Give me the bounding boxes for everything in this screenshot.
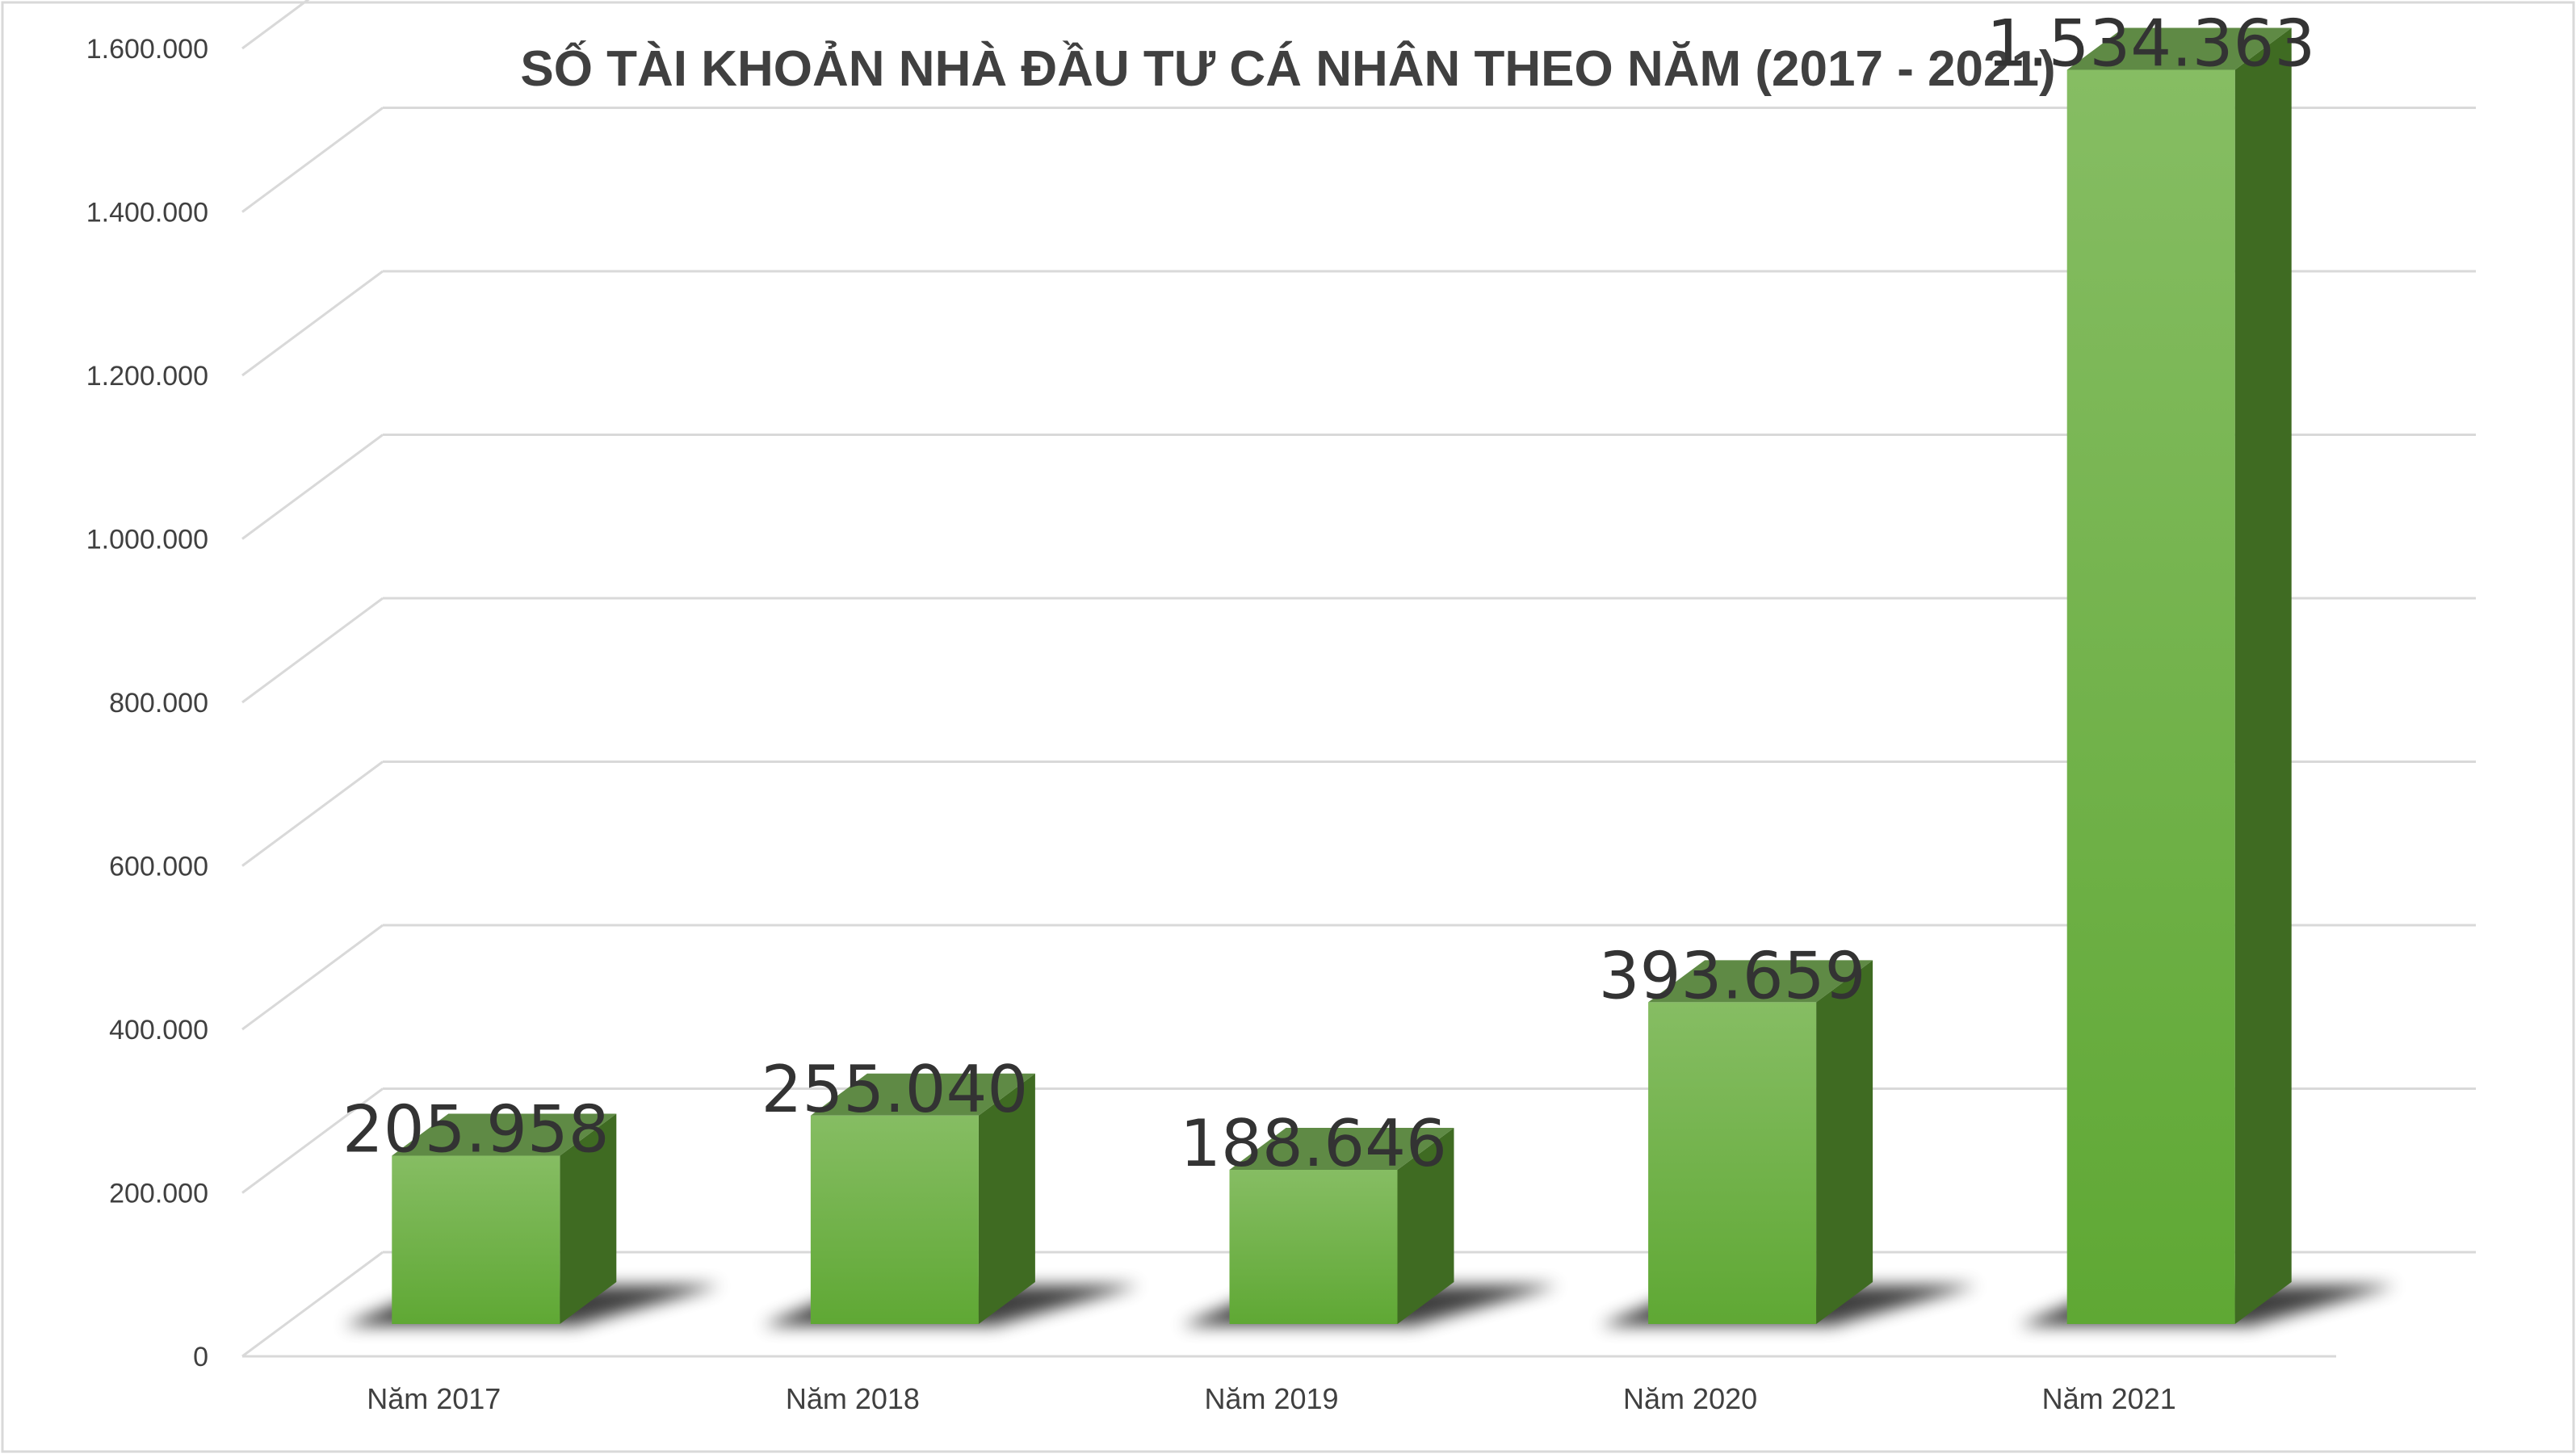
gridline-side-2: [241, 924, 384, 1031]
data-labels: 205.958 255.040 188.646 393.659 1.534.363: [342, 6, 2315, 1181]
bar-3: [1229, 1127, 1454, 1324]
chart-title: SỐ TÀI KHOẢN NHÀ ĐẦU TƯ CÁ NHÂN THEO NĂM…: [520, 41, 2055, 97]
data-label: 1.534.363: [1987, 6, 2315, 81]
bar-5: [2066, 27, 2292, 1324]
x-axis-category-labels: Năm 2017 Năm 2018 Năm 2019 Năm 2020 Năm 2021: [367, 1382, 2176, 1415]
bar-top-face: [2066, 27, 2292, 70]
bar-top-face: [1648, 960, 1873, 1003]
y-tick-label: 800.000: [109, 688, 208, 719]
x-category-label: Năm 2017: [367, 1382, 501, 1415]
x-category-label: Năm 2019: [1204, 1382, 1338, 1415]
bar-front-face: [1648, 1002, 1817, 1324]
bar-side-face: [2234, 27, 2292, 1324]
bar-side-face: [1397, 1127, 1454, 1324]
gridline-side-0: [241, 1251, 384, 1358]
bar-side-face: [560, 1113, 617, 1324]
bar-top-face: [1229, 1127, 1454, 1170]
x-category-label: Năm 2018: [786, 1382, 920, 1415]
bars: [392, 27, 2292, 1324]
gridline-side-5: [241, 434, 384, 540]
y-tick-label: 1.000.000: [86, 525, 208, 555]
gridline-side-8: [241, 0, 310, 50]
gridline-side-7: [241, 107, 384, 213]
y-axis-tick-labels: 0 200.000 400.000 600.000 800.000 1.000.000 1.…: [86, 34, 208, 1372]
bar-front-face: [2066, 69, 2235, 1324]
bar-top-face: [810, 1073, 1035, 1116]
data-label: 255.040: [761, 1052, 1028, 1127]
y-tick-label: 600.000: [109, 852, 208, 882]
data-label: 205.958: [342, 1092, 610, 1167]
gridline-side-4: [241, 597, 384, 704]
y-tick-label: 1.600.000: [86, 34, 208, 65]
bar-2: [810, 1073, 1035, 1324]
y-tick-label: 0: [193, 1342, 208, 1372]
bar-top-face: [392, 1113, 617, 1156]
x-category-label: Năm 2020: [1623, 1382, 1757, 1415]
bar-4: [1648, 960, 1873, 1324]
gridline-side-6: [241, 270, 384, 377]
data-label: 188.646: [1180, 1106, 1447, 1181]
bar-side-face: [1816, 960, 1873, 1324]
y-tick-label: 400.000: [109, 1015, 208, 1045]
gridline-side-3: [241, 761, 384, 867]
bar-front-face: [392, 1155, 560, 1324]
y-tick-label: 1.400.000: [86, 198, 208, 228]
bar-front-face: [810, 1115, 979, 1324]
y-tick-label: 200.000: [109, 1179, 208, 1209]
bar-1: [392, 1113, 617, 1324]
bar-front-face: [1229, 1169, 1398, 1324]
y-tick-label: 1.200.000: [86, 361, 208, 392]
bar-side-face: [978, 1073, 1035, 1324]
x-category-label: Năm 2021: [2042, 1382, 2176, 1415]
gridline-side-1: [241, 1087, 384, 1194]
data-label: 393.659: [1599, 938, 1866, 1013]
